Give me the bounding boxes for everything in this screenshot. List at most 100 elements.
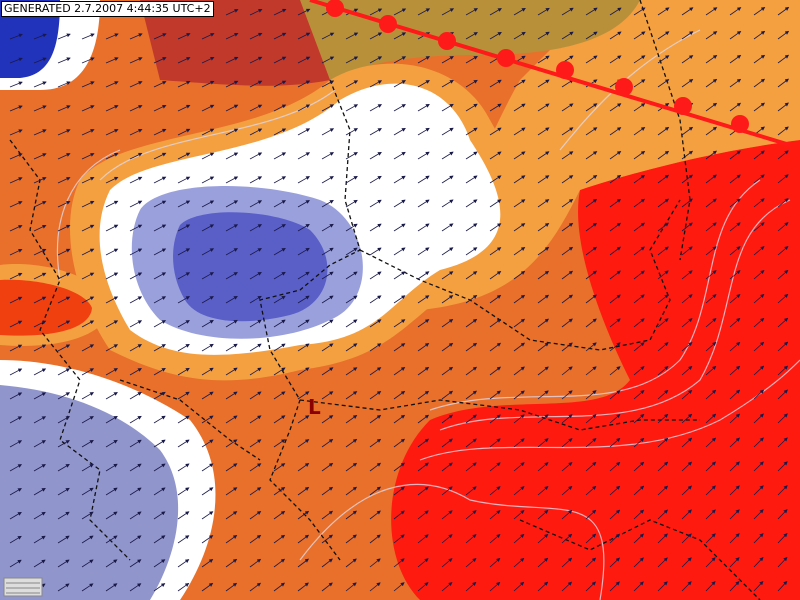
wind-arrow: [537, 509, 549, 520]
wind-arrow: [633, 79, 646, 88]
wind-arrow: [9, 416, 23, 424]
wind-arrow: [753, 78, 766, 88]
wind-arrow: [153, 200, 167, 208]
wind-arrow: [585, 294, 597, 304]
wind-arrow: [753, 102, 765, 112]
wind-arrow: [57, 487, 70, 496]
wind-arrow: [81, 153, 95, 160]
wind-arrow: [273, 176, 287, 184]
wind-arrow: [201, 152, 215, 160]
wind-arrow: [537, 270, 550, 280]
wind-arrow: [585, 509, 597, 520]
wind-arrow: [249, 511, 262, 520]
wind-arrow: [465, 342, 478, 352]
wind-arrow: [369, 414, 382, 424]
wind-arrow: [441, 8, 455, 16]
wind-arrow: [537, 31, 550, 40]
wind-arrow: [705, 270, 717, 280]
wind-arrow: [225, 487, 238, 496]
wind-arrow: [321, 271, 334, 280]
wind-arrow: [345, 128, 358, 136]
wind-arrow: [393, 199, 406, 208]
wind-arrow: [33, 559, 46, 568]
wind-arrow: [777, 78, 789, 88]
wind-arrow: [177, 128, 191, 136]
wind-arrow: [393, 510, 405, 520]
wind-arrow: [105, 392, 118, 400]
wind-arrow: [513, 270, 526, 280]
wind-arrow: [561, 557, 573, 568]
wind-arrow: [345, 104, 359, 112]
wind-arrow: [273, 534, 286, 544]
wind-arrow: [537, 175, 550, 184]
wind-arrow: [81, 559, 94, 568]
wind-arrow: [369, 343, 382, 352]
wind-arrow: [585, 175, 598, 184]
wind-arrow: [729, 461, 740, 472]
wind-arrow: [177, 487, 190, 496]
wind-arrow: [345, 534, 357, 544]
wind-arrow: [777, 341, 789, 352]
wind-arrow: [561, 31, 574, 40]
wind-arrow: [465, 462, 477, 472]
wind-arrow: [225, 272, 238, 280]
wind-arrow: [345, 80, 359, 88]
wind-arrow: [777, 293, 789, 304]
wind-arrow: [321, 534, 333, 544]
wind-arrow: [705, 246, 717, 256]
wind-arrow: [537, 438, 549, 448]
wind-arrow: [705, 150, 717, 160]
wind-arrow: [537, 246, 550, 256]
wind-arrow: [465, 8, 478, 16]
wind-arrow: [225, 224, 239, 232]
wind-arrow: [417, 366, 430, 376]
wind-arrow: [273, 80, 287, 88]
wind-arrow: [369, 104, 382, 112]
wind-arrow: [57, 296, 71, 304]
wind-arrow: [129, 248, 143, 256]
wind-arrow: [33, 57, 47, 64]
wind-arrow: [657, 485, 669, 496]
wind-arrow: [9, 368, 23, 376]
wind-arrow: [105, 296, 119, 304]
wind-arrow: [57, 153, 71, 160]
wind-arrow: [9, 320, 23, 328]
wind-arrow: [729, 557, 740, 568]
wind-arrow: [753, 174, 765, 184]
wind-arrow: [9, 225, 23, 232]
wind-arrow: [657, 509, 669, 520]
wind-arrow: [657, 222, 669, 232]
wind-arrow: [513, 7, 526, 16]
wind-arrow: [297, 319, 310, 328]
wind-arrow: [657, 342, 669, 352]
wind-arrow: [249, 248, 262, 256]
wind-arrow: [177, 248, 191, 256]
wind-arrow: [441, 151, 454, 160]
wind-arrow: [33, 344, 47, 352]
wind-arrow: [81, 487, 94, 496]
wind-arrow: [417, 80, 430, 88]
wind-arrow: [417, 534, 429, 544]
wind-arrow: [417, 462, 429, 472]
wind-arrow: [441, 56, 454, 64]
wind-arrow: [489, 294, 502, 304]
wind-arrow: [465, 151, 478, 160]
wind-arrow: [225, 295, 238, 304]
wind-arrow: [585, 31, 598, 40]
wind-arrow: [225, 367, 238, 376]
wind-arrow: [369, 558, 381, 568]
wind-arrow: [273, 104, 287, 112]
wind-arrow: [441, 319, 454, 328]
wind-arrow: [609, 246, 621, 256]
wind-arrow: [753, 580, 764, 592]
wind-arrow: [225, 152, 239, 160]
wind-arrow: [633, 461, 645, 472]
wind-arrow: [681, 581, 692, 592]
wind-arrow: [561, 79, 574, 88]
wind-arrow: [417, 271, 430, 280]
wind-arrow: [777, 150, 789, 160]
wind-arrow: [393, 295, 406, 304]
wind-arrow: [513, 390, 525, 400]
wind-arrow: [417, 486, 429, 496]
wind-arrow: [705, 102, 718, 112]
